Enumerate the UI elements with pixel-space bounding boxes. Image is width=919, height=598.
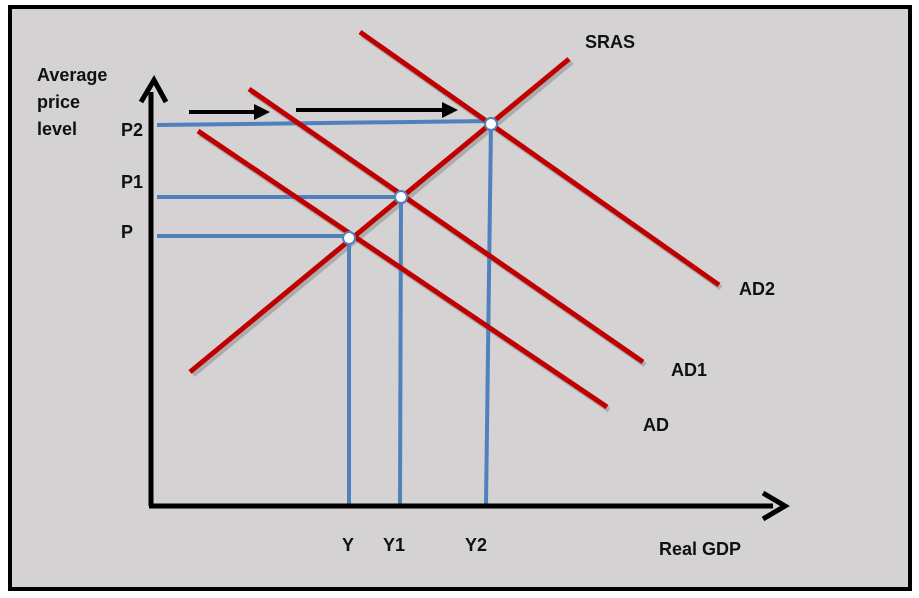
equilibrium-point-p1-y1 bbox=[394, 190, 408, 204]
p2-guide-line bbox=[156, 119, 492, 127]
equilibrium-point-p-y bbox=[342, 231, 356, 245]
y-axis-label-line-2: price bbox=[37, 92, 80, 112]
price-label-p1: P1 bbox=[121, 172, 143, 192]
ad-label: AD bbox=[643, 415, 669, 435]
y-axis-arrowhead bbox=[138, 74, 169, 104]
ad2-label: AD2 bbox=[739, 279, 775, 299]
x-axis-arrowhead bbox=[761, 490, 790, 522]
equilibrium-point-p2-y2 bbox=[484, 117, 498, 131]
y-axis-label-line-3: level bbox=[37, 119, 77, 139]
y-axis-label-line-1: Average bbox=[37, 65, 107, 85]
ad2-curve bbox=[358, 29, 721, 288]
x-axis-label: Real GDP bbox=[659, 539, 741, 559]
output-label-y2: Y2 bbox=[465, 535, 487, 555]
output-label-y: Y bbox=[342, 535, 354, 555]
price-label-p: P bbox=[121, 222, 133, 242]
ad1-curve bbox=[247, 86, 645, 365]
sras-label: SRAS bbox=[585, 32, 635, 52]
sras-curve bbox=[188, 57, 571, 374]
ad1-label: AD1 bbox=[671, 360, 707, 380]
y1-guide-line bbox=[398, 196, 403, 505]
output-label-y1: Y1 bbox=[383, 535, 405, 555]
y2-guide-line bbox=[484, 123, 493, 505]
ad-curve bbox=[196, 128, 609, 410]
price-label-p2: P2 bbox=[121, 120, 143, 140]
